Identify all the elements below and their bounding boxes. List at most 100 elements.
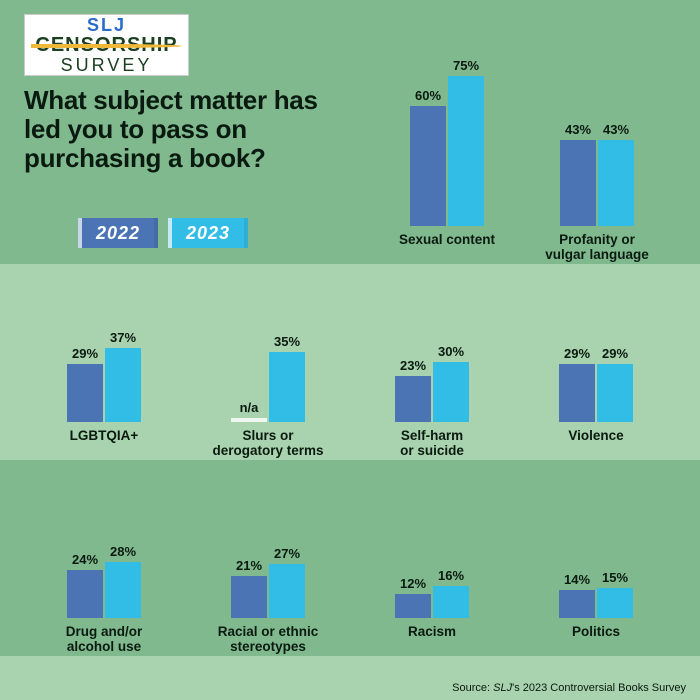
bar-wrap: 37%	[105, 330, 141, 422]
category-chart: 24% 28% Drug and/oralcohol use	[22, 544, 186, 656]
bar-wrap: 29%	[67, 346, 103, 422]
logo-line-survey: SURVEY	[61, 56, 153, 74]
bar-wrap: 23%	[395, 358, 431, 422]
bar-pair: 14% 15%	[559, 570, 633, 618]
bar-wrap: 15%	[597, 570, 633, 618]
logo-line-slj: SLJ	[87, 16, 126, 34]
bar-wrap: 29%	[559, 346, 595, 422]
bar	[597, 588, 633, 618]
bar	[559, 590, 595, 618]
category-chart: 29% 37% LGBTQIA+	[22, 330, 186, 460]
bar-wrap: 43%	[560, 122, 596, 226]
bar-wrap: 29%	[597, 346, 633, 422]
bar-value-label: 43%	[603, 122, 629, 137]
bar-pair: 43% 43%	[560, 122, 634, 226]
bar-value-label: 16%	[438, 568, 464, 583]
bar-value-label: 29%	[564, 346, 590, 361]
bar-value-label: 29%	[602, 346, 628, 361]
bar-value-label: 12%	[400, 576, 426, 591]
category-label: Slurs orderogatory terms	[212, 428, 323, 460]
bar-value-label: 27%	[274, 546, 300, 561]
bar	[67, 570, 103, 618]
bar-value-label: 24%	[72, 552, 98, 567]
bar-wrap: n/a	[231, 400, 267, 422]
bar-pair: 24% 28%	[67, 544, 141, 618]
category-label: Drug and/oralcohol use	[66, 624, 143, 656]
logo-box: SLJ CENSORSHIP SURVEY	[24, 14, 189, 76]
bar-wrap: 12%	[395, 576, 431, 618]
bar	[433, 362, 469, 422]
bar	[598, 140, 634, 226]
category-label: Racism	[408, 624, 456, 656]
bar-wrap: 27%	[269, 546, 305, 618]
bar-wrap: 21%	[231, 558, 267, 618]
bar-value-label: 30%	[438, 344, 464, 359]
year-legend: 2022 2023	[78, 218, 248, 248]
bar	[269, 564, 305, 618]
bar-wrap: 75%	[448, 58, 484, 226]
source-rest: 's 2023 Controversial Books Survey	[512, 682, 686, 694]
question-heading: What subject matter has led you to pass …	[24, 86, 334, 173]
bar-wrap: 24%	[67, 552, 103, 618]
bar-value-label: 75%	[453, 58, 479, 73]
bar-value-label: 60%	[415, 88, 441, 103]
category-chart: 60% 75% Sexual content	[372, 58, 522, 264]
chart-row-2: 29% 37% LGBTQIA+ n/a 35% Slurs orderogatory t…	[0, 264, 700, 460]
bar	[597, 364, 633, 422]
source-prefix: Source:	[452, 682, 493, 694]
bar-pair: 23% 30%	[395, 344, 469, 422]
bar	[560, 140, 596, 226]
bar-value-label: 28%	[110, 544, 136, 559]
bar-wrap: 35%	[269, 334, 305, 422]
legend-2022: 2022	[78, 218, 158, 248]
bar	[105, 348, 141, 422]
bar-wrap: 43%	[598, 122, 634, 226]
category-chart: 43% 43% Profanity orvulgar language	[522, 122, 672, 264]
category-chart: 14% 15% Politics	[514, 570, 678, 656]
category-chart: 12% 16% Racism	[350, 568, 514, 656]
category-chart: 23%30%Self-harmor suicide	[350, 344, 514, 460]
bar	[105, 562, 141, 618]
logo-line-censorship: CENSORSHIP	[35, 35, 177, 55]
category-chart: 29% 29% Violence	[514, 346, 678, 460]
bar-value-label: 35%	[274, 334, 300, 349]
bar-pair: 29% 37%	[67, 330, 141, 422]
source-italic: SLJ	[493, 682, 512, 694]
bar-value-label: n/a	[240, 400, 259, 415]
bar	[67, 364, 103, 422]
bar-pair: 21% 27%	[231, 546, 305, 618]
bar	[395, 594, 431, 618]
bar-pair: n/a 35%	[231, 334, 305, 422]
bar-pair: 29% 29%	[559, 346, 633, 422]
bar-wrap: 28%	[105, 544, 141, 618]
bar	[231, 418, 267, 422]
bar-value-label: 37%	[110, 330, 136, 345]
bar	[269, 352, 305, 422]
category-label: Sexual content	[399, 232, 495, 264]
category-label: Violence	[568, 428, 623, 460]
bar-value-label: 14%	[564, 572, 590, 587]
bar-value-label: 43%	[565, 122, 591, 137]
bar-value-label: 15%	[602, 570, 628, 585]
category-label: Profanity orvulgar language	[545, 232, 649, 264]
bar-value-label: 29%	[72, 346, 98, 361]
bar	[448, 76, 484, 226]
infographic-root: 60% 75% Sexual content 43% 43% Profanity orvu…	[0, 0, 700, 700]
category-label: LGBTQIA+	[70, 428, 139, 460]
category-chart: 21% 27% Racial or ethnicstereotypes	[186, 546, 350, 656]
category-label: Racial or ethnicstereotypes	[218, 624, 319, 656]
bar-pair: 12% 16%	[395, 568, 469, 618]
bar	[433, 586, 469, 618]
bar	[410, 106, 446, 226]
bar-value-label: 21%	[236, 558, 262, 573]
bar	[559, 364, 595, 422]
bar-wrap: 16%	[433, 568, 469, 618]
bar-wrap: 14%	[559, 572, 595, 618]
bar-wrap: 60%	[410, 88, 446, 226]
bar	[231, 576, 267, 618]
source-credit: Source: SLJ's 2023 Controversial Books S…	[452, 682, 686, 694]
bar-wrap: 30%	[433, 344, 469, 422]
bar-value-label: 23%	[400, 358, 426, 373]
category-label: Politics	[572, 624, 620, 656]
bar-pair: 60% 75%	[410, 58, 484, 226]
